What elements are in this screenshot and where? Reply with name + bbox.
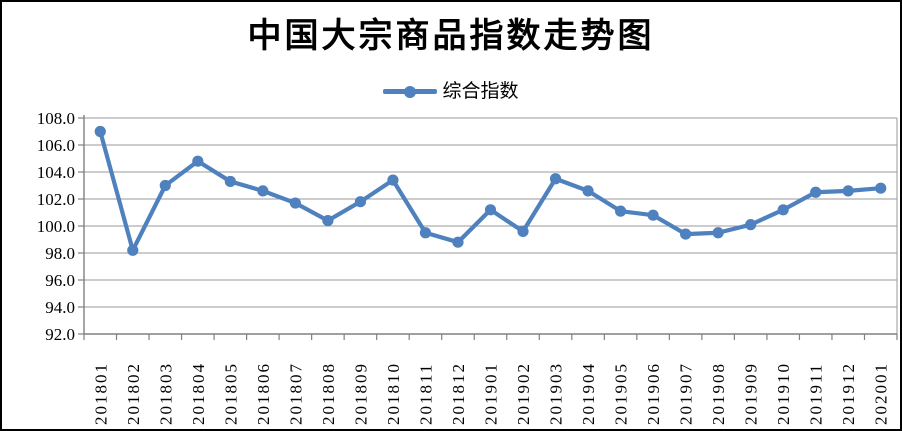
- gridlines: [84, 117, 898, 334]
- x-tick-label: 201910: [774, 362, 793, 425]
- series-point-marker: [484, 204, 497, 216]
- x-tick-label: 201809: [351, 362, 370, 425]
- series-line: [98, 129, 883, 253]
- x-tick-label: 201804: [189, 362, 208, 425]
- x-axis-labels: 201801 201802 201803 201804 201805 201806 2018…: [91, 362, 890, 425]
- y-tick-label: 96.0: [45, 271, 75, 290]
- series-point-marker: [549, 173, 562, 185]
- y-tick-label: 104.0: [37, 163, 75, 182]
- x-tick-label: 201812: [449, 362, 468, 425]
- series-point-marker: [419, 227, 432, 239]
- legend-series-label: 综合指数: [442, 81, 519, 102]
- series-综合指数: [94, 125, 887, 256]
- series-point-marker: [582, 185, 594, 197]
- legend-line-icon: [383, 85, 438, 98]
- series-point-marker: [387, 174, 399, 186]
- x-tick-label: 202001: [872, 362, 891, 425]
- x-tick-label: 201901: [482, 362, 501, 425]
- y-axis-ticks-and-labels: 92.0 94.0 96.0 98.0 100.0 102.0 104.0 106.0 108.…: [37, 109, 84, 344]
- series-point-marker: [257, 185, 269, 197]
- x-tick-label: 201908: [709, 362, 728, 425]
- y-tick-label: 94.0: [45, 298, 75, 317]
- x-tick-label: 201802: [124, 362, 143, 425]
- x-tick-label: 201803: [156, 362, 175, 425]
- y-tick-label: 106.0: [37, 136, 75, 155]
- x-tick-label: 201911: [807, 363, 826, 425]
- x-tick-label: 201903: [547, 362, 566, 425]
- y-tick-label: 98.0: [45, 244, 75, 263]
- series-point-marker: [680, 228, 692, 240]
- series-point-marker: [517, 225, 529, 237]
- series-point-marker: [614, 205, 627, 217]
- chart-title: 中国大宗商品指数走势图: [247, 18, 655, 55]
- x-tick-label: 201806: [254, 362, 273, 425]
- y-tick-label: 100.0: [37, 217, 75, 236]
- x-tick-label: 201807: [286, 362, 305, 425]
- series-point-marker: [322, 215, 334, 227]
- x-tick-label: 201907: [677, 362, 696, 425]
- x-tick-label: 201801: [91, 362, 110, 425]
- series-point-marker: [647, 209, 659, 221]
- x-tick-label: 201808: [319, 362, 338, 425]
- x-tick-label: 201902: [514, 362, 533, 425]
- x-tick-label: 201909: [742, 362, 761, 425]
- x-tick-label: 201906: [644, 362, 663, 425]
- series-point-marker: [810, 186, 822, 198]
- axes: [83, 115, 897, 335]
- series-point-marker: [159, 179, 171, 192]
- series-point-marker: [289, 197, 301, 209]
- series-point-marker: [192, 155, 204, 167]
- series-point-marker: [354, 196, 367, 208]
- x-tick-label: 201805: [221, 362, 240, 425]
- series-point-marker: [712, 227, 724, 239]
- x-axis-ticks: [83, 334, 898, 340]
- x-tick-label: 201811: [416, 363, 435, 425]
- legend: 综合指数: [2, 82, 900, 101]
- y-tick-label: 102.0: [37, 190, 75, 209]
- series-point-marker: [777, 204, 789, 216]
- x-tick-label: 201912: [839, 362, 858, 425]
- series-point-marker: [842, 185, 854, 197]
- series-point-marker: [94, 125, 106, 138]
- x-tick-label: 201905: [612, 362, 631, 425]
- series-point-marker: [224, 175, 236, 188]
- legend-circle-marker-icon: [404, 85, 417, 98]
- x-tick-label: 201810: [384, 362, 403, 425]
- series-point-marker: [745, 219, 757, 231]
- y-tick-label: 108.0: [37, 109, 75, 128]
- y-tick-label: 92.0: [45, 325, 75, 344]
- x-tick-label: 201904: [579, 362, 598, 425]
- series-point-marker: [452, 236, 464, 248]
- series-point-marker: [127, 244, 139, 256]
- series-point-marker: [875, 182, 887, 194]
